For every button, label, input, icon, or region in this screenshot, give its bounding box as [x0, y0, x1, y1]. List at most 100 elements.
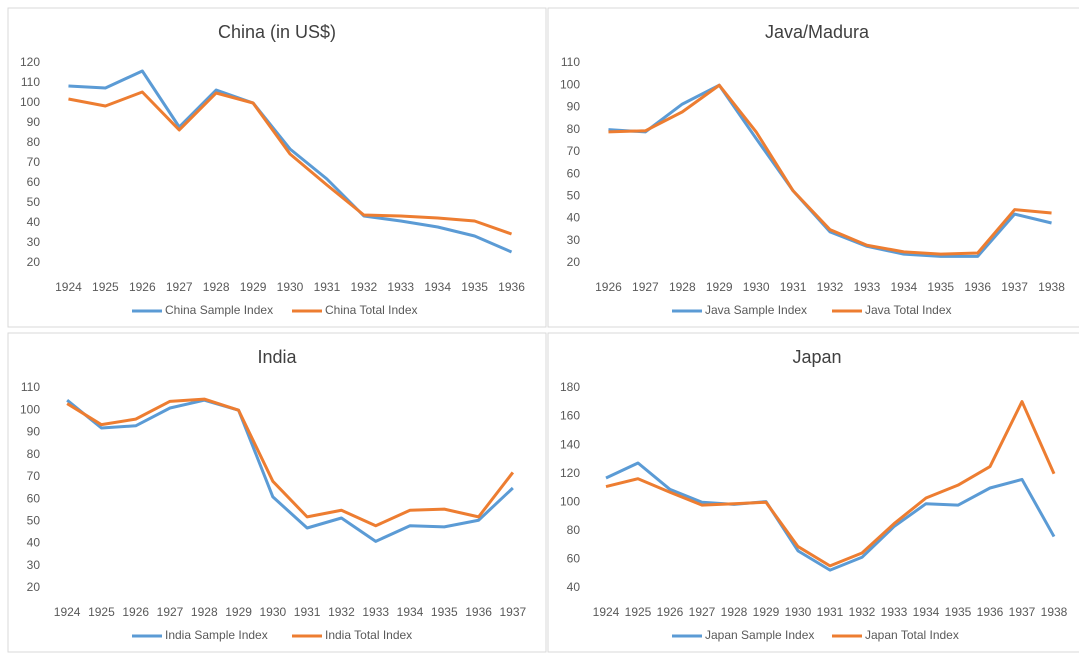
- x-tick-label: 1931: [817, 605, 844, 619]
- y-tick-label: 40: [567, 580, 581, 594]
- y-tick-label: 30: [567, 233, 581, 247]
- series-line: [605, 461, 1056, 572]
- y-tick-label: 90: [27, 425, 41, 439]
- x-tick-label: 1933: [387, 280, 414, 294]
- x-tick-label: 1933: [881, 605, 908, 619]
- y-tick-label: 110: [21, 75, 40, 89]
- y-tick-label: 50: [27, 514, 41, 528]
- x-tick-label: 1930: [743, 280, 770, 294]
- x-tick-label: 1934: [890, 280, 917, 294]
- x-tick-label: 1932: [849, 605, 876, 619]
- y-tick-label: 40: [567, 211, 581, 225]
- series-line: [605, 400, 1056, 568]
- x-tick-label: 1932: [350, 280, 377, 294]
- y-tick-label: 50: [27, 195, 41, 209]
- legend-label: Japan Sample Index: [705, 628, 814, 642]
- x-tick-label: 1936: [977, 605, 1004, 619]
- y-tick-label: 100: [20, 95, 40, 109]
- x-tick-label: 1929: [225, 605, 252, 619]
- y-tick-label: 90: [27, 115, 41, 129]
- x-tick-label: 1928: [203, 280, 230, 294]
- x-tick-label: 1934: [424, 280, 451, 294]
- y-tick-label: 50: [567, 189, 581, 203]
- x-tick-label: 1927: [166, 280, 193, 294]
- y-tick-label: 160: [560, 409, 580, 423]
- x-tick-label: 1928: [669, 280, 696, 294]
- legend-label: India Sample Index: [165, 628, 268, 642]
- series-line: [608, 83, 1052, 258]
- series-line: [66, 398, 514, 543]
- y-tick-label: 20: [567, 255, 581, 269]
- x-tick-label: 1924: [55, 280, 82, 294]
- x-tick-label: 1936: [498, 280, 525, 294]
- series-line: [68, 69, 513, 254]
- chart-title: Japan: [792, 347, 841, 367]
- y-tick-label: 180: [560, 380, 580, 394]
- y-tick-label: 90: [567, 100, 581, 114]
- y-tick-label: 110: [21, 380, 40, 394]
- y-tick-label: 120: [560, 466, 580, 480]
- y-tick-label: 80: [567, 122, 581, 136]
- x-tick-label: 1926: [657, 605, 684, 619]
- x-tick-label: 1935: [945, 605, 972, 619]
- x-tick-label: 1934: [397, 605, 424, 619]
- y-tick-label: 80: [27, 135, 41, 149]
- y-tick-label: 60: [27, 491, 41, 505]
- x-tick-label: 1935: [431, 605, 458, 619]
- x-tick-label: 1932: [817, 280, 844, 294]
- y-tick-label: 100: [20, 402, 40, 416]
- x-tick-label: 1925: [92, 280, 119, 294]
- x-tick-label: 1933: [362, 605, 389, 619]
- chart-title: China (in US$): [218, 22, 336, 42]
- legend-label: China Total Index: [325, 303, 418, 317]
- x-tick-label: 1928: [191, 605, 218, 619]
- panel: [7, 7, 547, 328]
- x-tick-label: 1937: [1009, 605, 1036, 619]
- y-tick-label: 20: [27, 580, 41, 594]
- x-tick-label: 1929: [240, 280, 267, 294]
- y-tick-label: 60: [567, 552, 581, 566]
- x-tick-label: 1925: [88, 605, 115, 619]
- y-tick-label: 140: [560, 437, 580, 451]
- x-tick-label: 1931: [780, 280, 807, 294]
- x-tick-label: 1937: [1001, 280, 1028, 294]
- x-tick-label: 1926: [595, 280, 622, 294]
- x-tick-label: 1927: [689, 605, 716, 619]
- x-tick-label: 1935: [927, 280, 954, 294]
- x-tick-label: 1924: [54, 605, 81, 619]
- y-tick-label: 20: [27, 255, 41, 269]
- x-tick-label: 1930: [785, 605, 812, 619]
- legend-label: India Total Index: [325, 628, 412, 642]
- y-tick-label: 70: [27, 155, 41, 169]
- x-tick-label: 1929: [753, 605, 780, 619]
- x-tick-label: 1929: [706, 280, 733, 294]
- x-tick-label: 1930: [260, 605, 287, 619]
- x-tick-label: 1925: [625, 605, 652, 619]
- x-tick-label: 1928: [721, 605, 748, 619]
- series-line: [66, 397, 515, 528]
- x-tick-label: 1926: [122, 605, 149, 619]
- x-tick-label: 1937: [500, 605, 527, 619]
- panel: [547, 332, 1079, 653]
- x-tick-label: 1931: [314, 280, 341, 294]
- y-tick-label: 60: [27, 175, 41, 189]
- y-tick-label: 120: [20, 55, 40, 69]
- y-tick-label: 40: [27, 536, 41, 550]
- y-tick-label: 40: [27, 215, 41, 229]
- y-tick-label: 110: [561, 55, 580, 69]
- panel: [7, 332, 547, 653]
- y-tick-label: 100: [560, 77, 580, 91]
- legend-label: Java Total Index: [865, 303, 952, 317]
- x-tick-label: 1935: [461, 280, 488, 294]
- x-tick-label: 1938: [1038, 280, 1065, 294]
- x-tick-label: 1924: [593, 605, 620, 619]
- y-tick-label: 30: [27, 235, 41, 249]
- y-tick-label: 60: [567, 166, 581, 180]
- series-line: [608, 83, 1052, 256]
- y-tick-label: 30: [27, 558, 41, 572]
- x-tick-label: 1938: [1041, 605, 1068, 619]
- legend-label: China Sample Index: [165, 303, 273, 317]
- x-tick-label: 1930: [277, 280, 304, 294]
- chart-title: Java/Madura: [765, 22, 870, 42]
